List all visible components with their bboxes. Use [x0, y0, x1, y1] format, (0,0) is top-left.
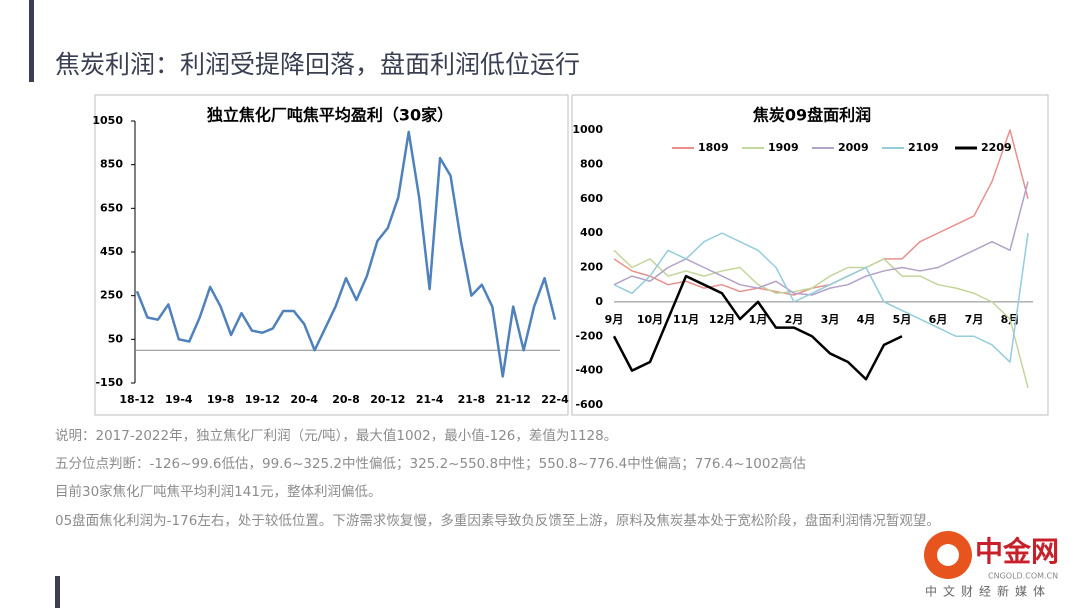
- logo-icon: [937, 544, 959, 566]
- x-tick-label: 20-12: [370, 393, 405, 406]
- x-tick-label: 20-8: [332, 393, 360, 406]
- legend-label: 1909: [768, 141, 799, 154]
- y-tick-label: 50: [108, 332, 124, 345]
- y-tick-label: 450: [100, 245, 123, 258]
- x-tick-label: 19-12: [245, 393, 280, 406]
- y-tick-label: -200: [575, 329, 603, 342]
- legend-label: 2209: [981, 141, 1012, 154]
- accent-bar: [55, 576, 60, 608]
- x-tick-label: 6月: [929, 313, 948, 326]
- y-tick-label: 400: [580, 226, 603, 239]
- x-tick-label: 10月: [637, 313, 663, 326]
- y-tick-label: -400: [575, 364, 603, 377]
- x-tick-label: 22-4: [541, 393, 569, 406]
- series-line: [613, 232, 1029, 363]
- x-tick-label: 9月: [605, 313, 624, 326]
- x-tick-label: 12月: [709, 313, 735, 326]
- x-tick-label: 21-12: [496, 393, 531, 406]
- x-tick-label: 18-12: [119, 393, 154, 406]
- x-tick-label: 21-4: [416, 393, 444, 406]
- legend-label: 2009: [838, 141, 869, 154]
- x-tick-label: 2月: [785, 313, 804, 326]
- logo-slogan: 中文财经新媒体: [925, 584, 1051, 599]
- y-tick-label: 0: [595, 295, 603, 308]
- logo-name: 中金网: [975, 535, 1059, 568]
- series-line: [613, 181, 1029, 296]
- chart-frame: [571, 94, 1049, 416]
- y-tick-label: 600: [580, 192, 603, 205]
- y-tick-label: -600: [575, 398, 603, 411]
- x-tick-label: 20-4: [290, 393, 318, 406]
- note: 05盘面焦化利润为-176左右，处于较低位置。下游需求恢复慢，多重因素导致负反馈…: [55, 513, 940, 529]
- series-line: [612, 274, 903, 381]
- logo-site: CNGOLD.COM.CN: [988, 572, 1058, 581]
- series-line: [135, 130, 557, 378]
- y-tick-label: -150: [95, 376, 123, 389]
- slide-title: 焦炭利润：利润受提降回落，盘面利润低位运行: [55, 50, 580, 79]
- x-tick-label: 21-8: [458, 393, 486, 406]
- chart-title: 焦炭09盘面利润: [752, 106, 871, 125]
- x-tick-label: 7月: [965, 313, 984, 326]
- y-tick-label: 1000: [572, 123, 603, 136]
- note: 目前30家焦化厂吨焦平均利润141元，整体利润偏低。: [55, 484, 382, 500]
- legend-label: 2109: [908, 141, 939, 154]
- x-tick-label: 5月: [893, 313, 912, 326]
- y-tick-label: 800: [580, 157, 603, 170]
- y-tick-label: 1050: [92, 114, 123, 127]
- x-tick-label: 19-4: [165, 393, 193, 406]
- x-tick-label: 19-8: [207, 393, 235, 406]
- chart-title: 独立焦化厂吨焦平均盈利（30家）: [207, 106, 453, 125]
- y-tick-label: 850: [100, 158, 123, 171]
- y-tick-label: 650: [100, 201, 123, 214]
- chart-frame: [94, 94, 569, 416]
- x-tick-label: 4月: [857, 313, 876, 326]
- note: 说明：2017-2022年，独立焦化厂利润（元/吨），最大值1002，最小值-1…: [55, 428, 618, 444]
- x-tick-label: 11月: [673, 313, 699, 326]
- x-tick-label: 1月: [749, 313, 768, 326]
- note: 五分位点判断：-126~99.6低估，99.6~325.2中性偏低；325.2~…: [55, 456, 807, 472]
- accent-bar: [29, 0, 34, 82]
- series-line: [613, 249, 1029, 389]
- y-tick-label: 200: [580, 261, 603, 274]
- x-tick-label: 3月: [821, 313, 840, 326]
- y-tick-label: 250: [100, 289, 123, 302]
- legend-label: 1809: [698, 141, 729, 154]
